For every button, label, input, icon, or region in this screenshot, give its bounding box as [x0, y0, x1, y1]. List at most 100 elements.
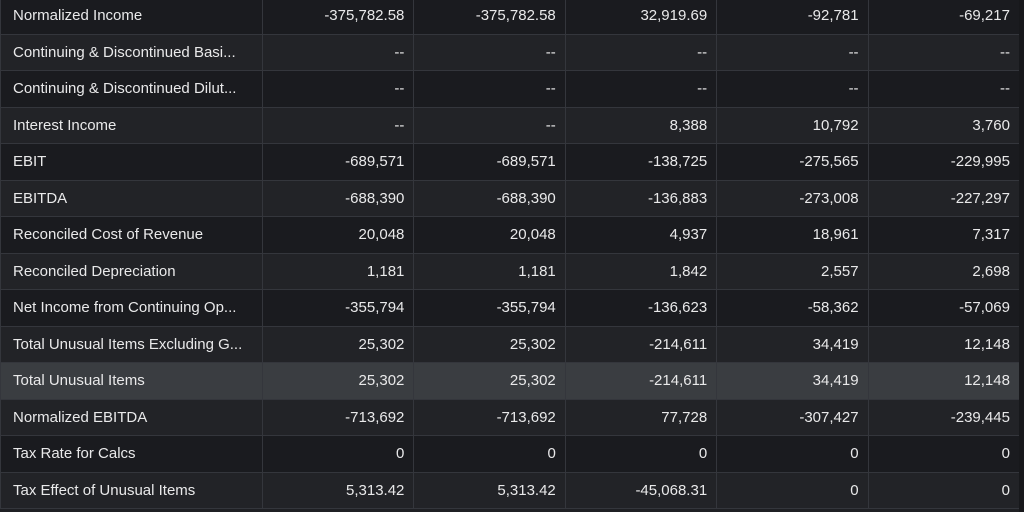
row-label: Normalized Income: [0, 0, 263, 35]
table-cell: 2,557: [716, 252, 869, 290]
table-cell: --: [413, 70, 566, 108]
row-label: EBITDA: [0, 179, 263, 217]
table-cell: -689,571: [413, 143, 566, 181]
table-cell: 0: [716, 471, 869, 509]
row-label: Tax Rate for Calcs: [0, 435, 263, 473]
table-row[interactable]: Continuing & Discontinued Dilut... -- -- --…: [0, 70, 1020, 108]
table-row[interactable]: Normalized EBITDA -713,692 -713,692 77,728-…: [0, 398, 1020, 436]
table-cell: 2,698: [867, 252, 1020, 290]
row-label: Reconciled Cost of Revenue: [0, 216, 263, 254]
table-cell: -355,794: [413, 289, 566, 327]
table-cell: --: [261, 106, 415, 144]
table-row[interactable]: Total Unusual Items 25,302 25,302 -214,611 3…: [0, 362, 1020, 400]
table-cell: -136,883: [564, 179, 718, 217]
table-row[interactable]: Reconciled Cost of Revenue 20,048 20,048 4,…: [0, 216, 1020, 254]
table-cell: 7,317: [867, 216, 1020, 254]
table-cell: --: [867, 33, 1020, 71]
table-cell: -713,692: [413, 398, 566, 436]
table-cell: --: [867, 70, 1020, 108]
table-cell: 34,419: [716, 362, 869, 400]
table-row[interactable]: Reconciled Depreciation 1,181 1,181 1,842 2,…: [0, 252, 1020, 290]
row-label: Interest Income: [0, 106, 263, 144]
row-label: Continuing & Discontinued Basi...: [0, 33, 263, 71]
table-cell: 77,728: [564, 398, 718, 436]
row-label: Tax Effect of Unusual Items: [0, 471, 263, 509]
table-cell: 5,313.42: [261, 471, 415, 509]
row-label: Normalized EBITDA: [0, 398, 263, 436]
table-cell: --: [261, 70, 415, 108]
row-label: Continuing & Discontinued Dilut...: [0, 70, 263, 108]
table-cell: --: [413, 33, 566, 71]
table-cell: -688,390: [261, 179, 415, 217]
table-cell: 8,388: [564, 106, 718, 144]
table-cell: 1,842: [564, 252, 718, 290]
table-row[interactable]: Normalized Income -375,782.58 -375,782.58 3…: [0, 0, 1020, 35]
table-cell: 10,792: [716, 106, 869, 144]
table-cell: 0: [867, 471, 1020, 509]
table-cell: 1,181: [261, 252, 415, 290]
table-cell: --: [716, 33, 869, 71]
table-cell: 5,313.42: [413, 471, 566, 509]
table-cell: 25,302: [413, 325, 566, 363]
table-cell: 32,919.69: [564, 0, 718, 35]
table-cell: 4,937: [564, 216, 718, 254]
vertical-scrollbar[interactable]: [1019, 0, 1024, 512]
table-cell: -273,008: [716, 179, 869, 217]
table-row[interactable]: Net Income from Continuing Op... -355,794…: [0, 289, 1020, 327]
table-cell: -45,068.31: [564, 471, 718, 509]
table-cell: -58,362: [716, 289, 869, 327]
table-cell: 25,302: [413, 362, 566, 400]
table-cell: -227,297: [867, 179, 1020, 217]
table-cell: 25,302: [261, 362, 415, 400]
table-row[interactable]: Interest Income -- -- 8,388 10,792 3,760: [0, 106, 1020, 144]
table-cell: 20,048: [261, 216, 415, 254]
table-cell: -92,781: [716, 0, 869, 35]
table-row[interactable]: Continuing & Discontinued Basi... -- -- -- -…: [0, 33, 1020, 71]
table-row[interactable]: EBITDA -688,390 -688,390 -136,883 -273,008 -2…: [0, 179, 1020, 217]
table-cell: 1,181: [413, 252, 566, 290]
table-cell: 18,961: [716, 216, 869, 254]
table-row[interactable]: Tax Rate for Calcs 0 0 0 0 0: [0, 435, 1020, 473]
table-cell: --: [413, 106, 566, 144]
table-cell: -355,794: [261, 289, 415, 327]
table-cell: -275,565: [716, 143, 869, 181]
table-cell: 0: [261, 435, 415, 473]
row-label: EBIT: [0, 143, 263, 181]
table-cell: -136,623: [564, 289, 718, 327]
table-cell: -57,069: [867, 289, 1020, 327]
table-cell: --: [716, 70, 869, 108]
table-cell: 3,760: [867, 106, 1020, 144]
table-cell: -307,427: [716, 398, 869, 436]
table-cell: --: [261, 33, 415, 71]
table-cell: -375,782.58: [413, 0, 566, 35]
table-cell: 0: [716, 435, 869, 473]
table-cell: -689,571: [261, 143, 415, 181]
table-cell: --: [564, 70, 718, 108]
table-cell: -138,725: [564, 143, 718, 181]
row-label: Reconciled Depreciation: [0, 252, 263, 290]
table-row[interactable]: Tax Effect of Unusual Items 5,313.42 5,313…: [0, 471, 1020, 509]
row-label: Net Income from Continuing Op...: [0, 289, 263, 327]
table-cell: 34,419: [716, 325, 869, 363]
table-cell: 25,302: [261, 325, 415, 363]
table-cell: 0: [564, 435, 718, 473]
table-cell: 20,048: [413, 216, 566, 254]
table-cell: 12,148: [867, 325, 1020, 363]
row-label: Total Unusual Items: [0, 362, 263, 400]
table-row[interactable]: EBIT -689,571 -689,571 -138,725 -275,565 -229…: [0, 143, 1020, 181]
table-cell: -229,995: [867, 143, 1020, 181]
row-label: Total Unusual Items Excluding G...: [0, 325, 263, 363]
table-cell: -239,445: [867, 398, 1020, 436]
table-cell: 12,148: [867, 362, 1020, 400]
table-cell: -688,390: [413, 179, 566, 217]
table-cell: -214,611: [564, 362, 718, 400]
table-cell: 0: [867, 435, 1020, 473]
table-cell: -375,782.58: [261, 0, 415, 35]
table-cell: -214,611: [564, 325, 718, 363]
table-row[interactable]: Total Unusual Items Excluding G... 25,302…: [0, 325, 1020, 363]
table-cell: -69,217: [867, 0, 1020, 35]
table-cell: -713,692: [261, 398, 415, 436]
